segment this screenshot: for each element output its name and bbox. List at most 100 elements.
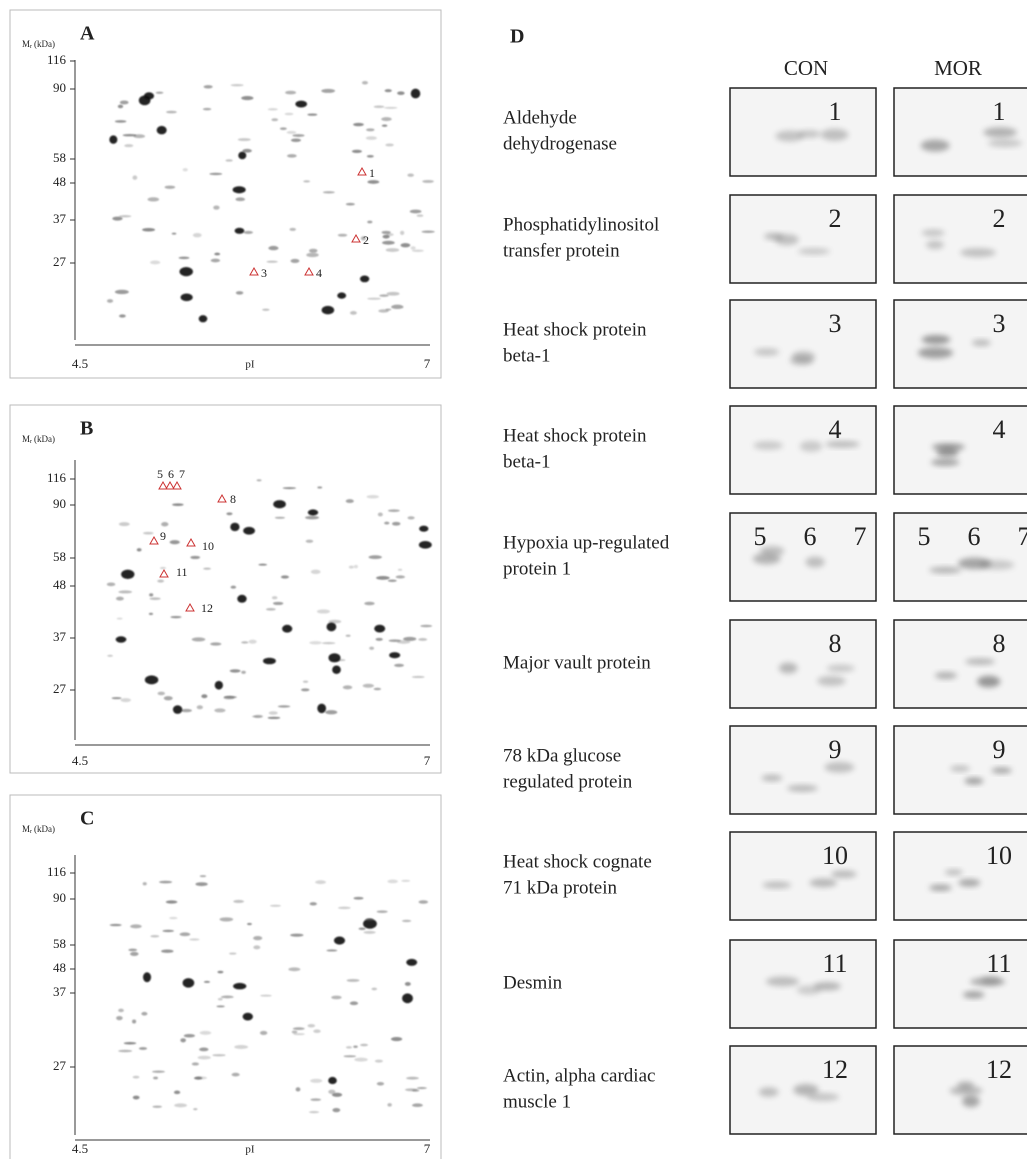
gel-spot bbox=[376, 1082, 385, 1086]
gel-spot bbox=[132, 1019, 137, 1024]
gel-spot bbox=[267, 108, 278, 111]
gel-spot bbox=[387, 509, 400, 512]
spot-number: 7 bbox=[1018, 522, 1027, 551]
spot-number: 1 bbox=[993, 97, 1006, 126]
gel-spot bbox=[247, 922, 252, 926]
gel-spot bbox=[106, 299, 114, 303]
gel-panel-frame bbox=[9, 404, 442, 774]
gel-spot bbox=[228, 952, 237, 955]
gel-spot bbox=[402, 993, 413, 1004]
gel-spot bbox=[303, 680, 309, 683]
gel-spot bbox=[161, 949, 174, 953]
gel-spot bbox=[332, 665, 341, 675]
gel-spot bbox=[192, 232, 202, 238]
gel-spot bbox=[171, 232, 177, 235]
gel-spot bbox=[183, 1033, 196, 1038]
gel-spot bbox=[328, 1089, 336, 1094]
spot-marker bbox=[159, 568, 169, 578]
gel-spot bbox=[397, 568, 403, 571]
gel-spot bbox=[190, 555, 201, 560]
gel-spot bbox=[385, 248, 400, 252]
protein-name: regulated protein bbox=[503, 771, 633, 792]
y-tick-label: 116 bbox=[47, 52, 67, 67]
gel-spot bbox=[230, 83, 244, 87]
gel-spot bbox=[328, 653, 341, 663]
gel-blob bbox=[799, 440, 823, 452]
gel-spot bbox=[163, 696, 173, 701]
gel-spot bbox=[418, 540, 432, 549]
gel-spot bbox=[201, 694, 208, 699]
gel-spot bbox=[115, 596, 124, 601]
gel-spot bbox=[180, 293, 193, 302]
label-part: (kDa) bbox=[34, 39, 55, 49]
gel-spot bbox=[331, 1092, 343, 1097]
gel-spot bbox=[253, 935, 263, 941]
protein-name: Heat shock protein bbox=[503, 425, 647, 446]
gel-spot bbox=[374, 624, 386, 633]
gel-spot bbox=[117, 104, 124, 109]
protein-name: transfer protein bbox=[503, 240, 620, 261]
gel-spot bbox=[317, 486, 323, 489]
spot-box bbox=[893, 939, 1027, 1029]
gel-blob bbox=[934, 672, 958, 680]
gel-spot bbox=[345, 499, 354, 504]
gel-blob bbox=[926, 240, 944, 250]
gel-spot bbox=[271, 118, 279, 122]
gel-spot bbox=[152, 1070, 165, 1073]
gel-spot bbox=[138, 1047, 148, 1050]
gel-spot bbox=[295, 100, 308, 108]
y-tick-label: 27 bbox=[53, 1058, 67, 1073]
gel-spot bbox=[374, 1059, 383, 1063]
gel-blob bbox=[960, 248, 996, 258]
gel-spot bbox=[169, 540, 180, 545]
gel-spot bbox=[212, 1054, 226, 1057]
gel-spot bbox=[376, 576, 390, 580]
gel-spot bbox=[149, 597, 161, 601]
gel-spot bbox=[358, 927, 366, 930]
spot-box bbox=[729, 725, 877, 815]
column-header: CON bbox=[784, 56, 828, 80]
gel-spot bbox=[376, 910, 388, 913]
gel-spot bbox=[353, 896, 364, 900]
spot-number: 8 bbox=[829, 629, 842, 658]
gel-spot bbox=[123, 1042, 137, 1045]
y-tick-label: 58 bbox=[53, 936, 66, 951]
gel-spot bbox=[382, 240, 395, 245]
spot-marker bbox=[158, 480, 168, 490]
gel-spot bbox=[386, 291, 400, 296]
gel-spot bbox=[351, 149, 363, 154]
gel-spot bbox=[237, 138, 251, 142]
gel-spot bbox=[260, 994, 272, 997]
label-part: M bbox=[22, 824, 30, 834]
gel-spot bbox=[362, 683, 375, 688]
gel-spot bbox=[407, 516, 415, 520]
gel-spot bbox=[402, 919, 412, 923]
x-axis-label: pI bbox=[245, 359, 255, 371]
gel-spot bbox=[219, 917, 234, 922]
spot-number: 2 bbox=[993, 204, 1006, 233]
gel-blob bbox=[791, 351, 816, 363]
gel-spot bbox=[143, 972, 152, 983]
spot-number: 12 bbox=[822, 1055, 848, 1084]
gel-blob bbox=[949, 1085, 983, 1096]
gel-spot bbox=[400, 243, 411, 248]
gel-spot bbox=[233, 982, 247, 990]
panel-label: A bbox=[80, 23, 95, 45]
gel-spot bbox=[172, 503, 184, 507]
gel-blob bbox=[805, 556, 825, 568]
spot-number: 6 bbox=[968, 522, 981, 551]
gel-spot bbox=[253, 945, 261, 950]
gel-spot bbox=[262, 657, 276, 665]
gel-spot bbox=[385, 143, 394, 147]
gel-spot bbox=[153, 1076, 159, 1080]
gel-blob bbox=[825, 440, 860, 448]
gel-blob bbox=[980, 975, 1001, 985]
gel-spot bbox=[363, 918, 377, 929]
protein-name: Desmin bbox=[503, 972, 563, 993]
spot-box bbox=[893, 831, 1027, 921]
gel-spot bbox=[373, 687, 382, 691]
y-tick-label: 37 bbox=[53, 629, 67, 644]
gel-panel-frame bbox=[9, 794, 442, 1159]
gel-spot bbox=[164, 185, 176, 189]
gel-spot bbox=[366, 154, 374, 158]
